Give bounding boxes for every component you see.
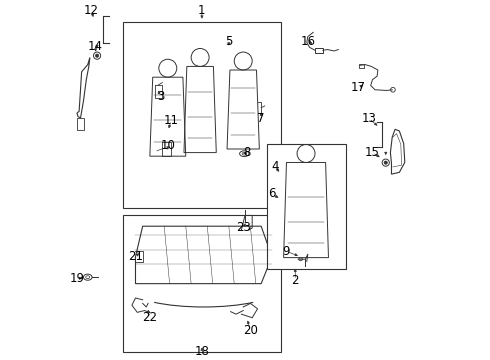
Bar — [77, 118, 84, 130]
Text: 19: 19 — [70, 272, 84, 285]
Text: 2: 2 — [292, 274, 299, 287]
Bar — [315, 48, 323, 53]
Text: 23: 23 — [236, 221, 251, 234]
Text: 22: 22 — [143, 311, 157, 324]
Text: 11: 11 — [164, 114, 179, 127]
Text: 20: 20 — [243, 324, 258, 337]
Ellipse shape — [96, 54, 98, 57]
Text: 9: 9 — [283, 245, 290, 258]
Text: 14: 14 — [87, 40, 102, 53]
Text: 21: 21 — [128, 250, 143, 263]
Text: 3: 3 — [157, 90, 164, 103]
Text: 8: 8 — [243, 146, 250, 159]
Text: 1: 1 — [198, 4, 206, 17]
Bar — [267, 144, 345, 269]
Text: 16: 16 — [300, 35, 316, 48]
Text: 10: 10 — [160, 139, 175, 152]
Bar — [123, 215, 281, 352]
Text: 7: 7 — [257, 112, 265, 125]
Text: 6: 6 — [268, 188, 276, 201]
Text: 15: 15 — [365, 146, 380, 159]
Text: 13: 13 — [362, 112, 376, 125]
Text: 12: 12 — [84, 4, 99, 17]
Bar — [123, 22, 281, 208]
Ellipse shape — [384, 161, 388, 164]
Bar — [359, 64, 364, 68]
Text: 4: 4 — [272, 161, 279, 174]
Text: 18: 18 — [195, 345, 209, 358]
Text: 17: 17 — [351, 81, 366, 94]
Text: 5: 5 — [225, 35, 233, 48]
